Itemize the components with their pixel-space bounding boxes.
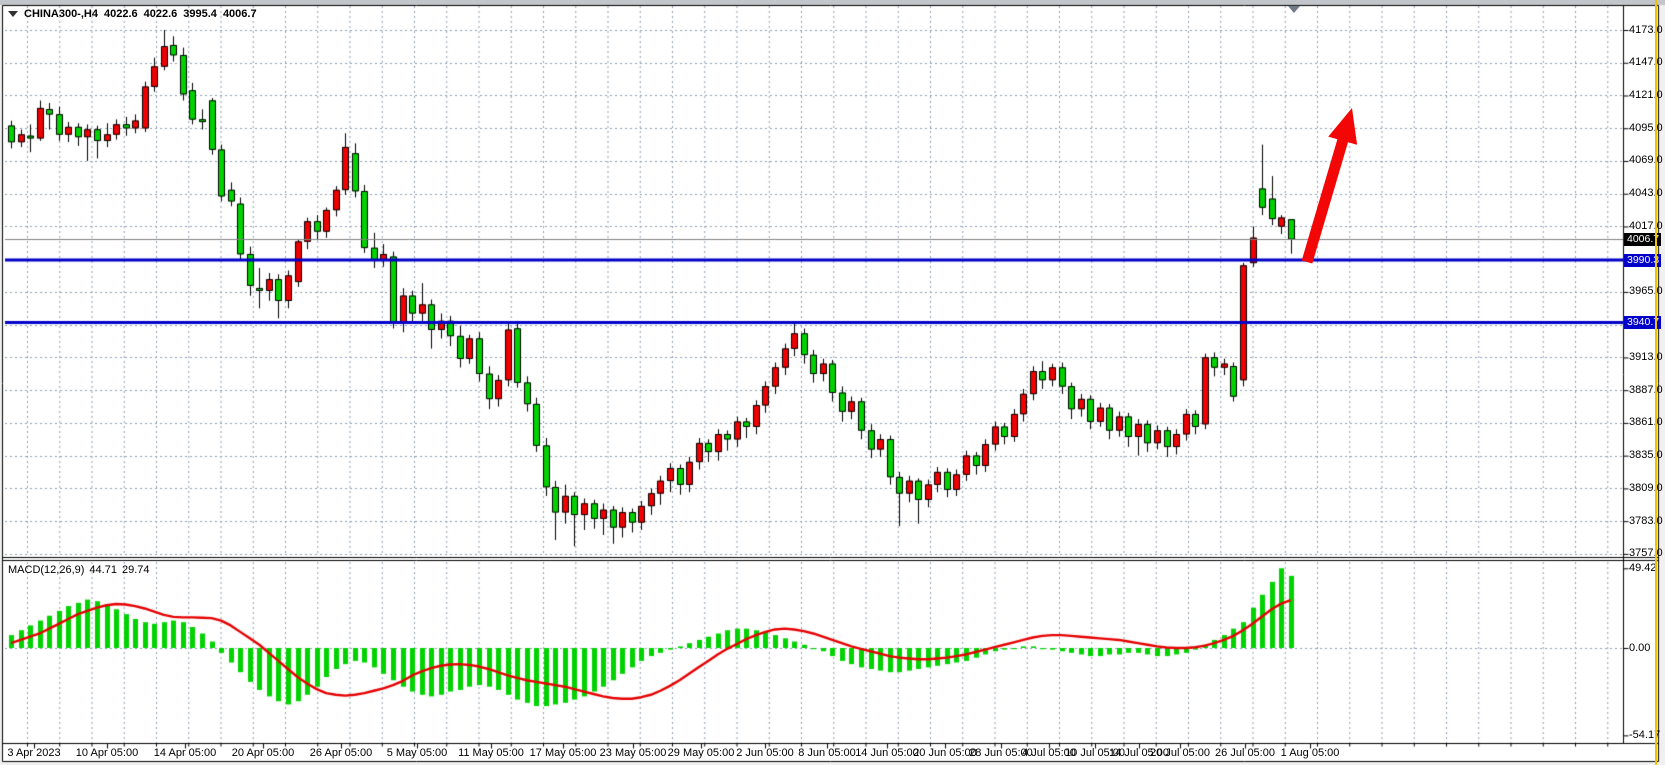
chart-canvas[interactable] (0, 0, 1665, 765)
trading-chart-window: CHINA300-,H4 4022.6 4022.6 3995.4 4006.7 MAC… (0, 0, 1665, 765)
